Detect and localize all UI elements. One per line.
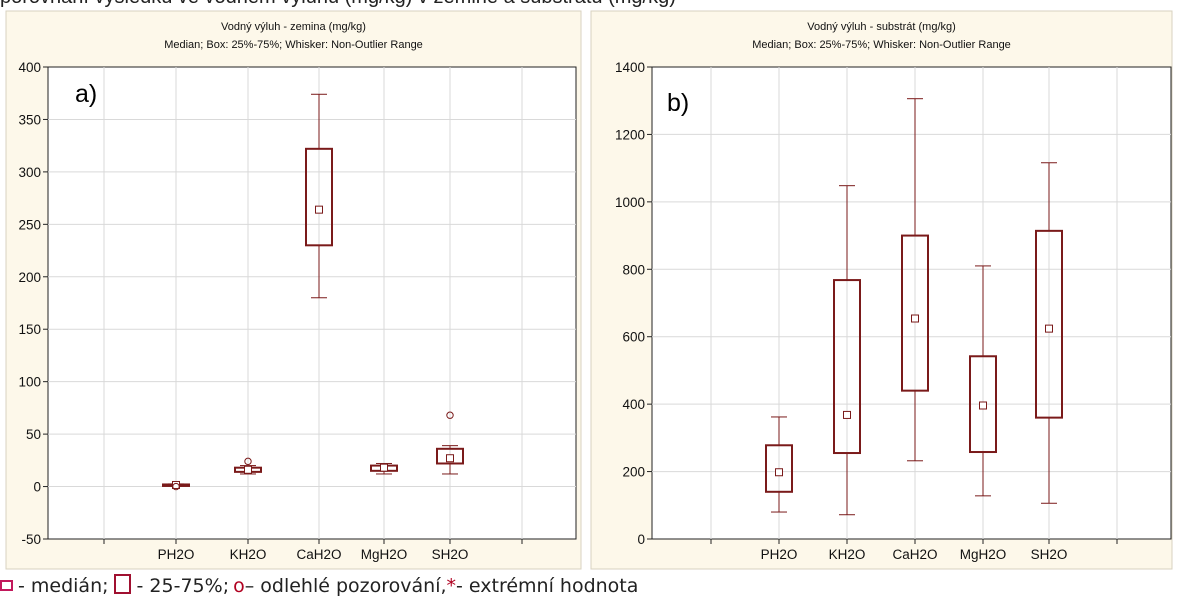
iqr-box — [901, 234, 929, 392]
chart-panel-b: Vodný výluh - substrát (mg/kg) Median; Bo… — [590, 10, 1173, 570]
outlier-point — [446, 411, 454, 419]
x-category-label: SH2O — [432, 547, 469, 562]
cropped-caption: porovnání výsledků ve vodném výluhu (mg/… — [0, 0, 1178, 10]
median-marker — [244, 465, 252, 474]
median-marker — [843, 410, 851, 419]
legend-footnote: - medián; - 25-75%; o – odlehlé pozorová… — [0, 574, 639, 597]
x-category-label: KH2O — [829, 547, 866, 562]
extreme-symbol: * — [446, 575, 457, 597]
y-tick-label: 0 — [637, 532, 645, 547]
panel-label: b) — [667, 89, 689, 117]
box-SH2O — [436, 411, 464, 475]
iqr-box — [436, 447, 464, 465]
outlier-point — [172, 482, 180, 491]
chart-title: Vodný výluh - zemina (mg/kg) — [221, 21, 366, 33]
median-marker-icon — [0, 579, 13, 591]
median-marker — [911, 314, 919, 323]
y-tick-label: 50 — [26, 427, 41, 442]
y-tick-label: 200 — [622, 465, 645, 480]
cropped-caption-text: porovnání výsledků ve vodném výluhu (mg/… — [0, 0, 676, 9]
median-marker — [315, 205, 323, 214]
x-category-label: MgH2O — [960, 547, 1007, 562]
median-marker — [446, 454, 454, 463]
box-SH2O — [1035, 162, 1063, 504]
y-tick-label: 1400 — [615, 60, 645, 75]
legend-outlier-text: – odlehlé pozorování, — [244, 575, 447, 597]
legend-box-text: - 25-75%; — [136, 575, 230, 597]
median-marker — [380, 463, 388, 472]
boxplot-figure: Vodný výluh - zemina (mg/kg) Median; Box:… — [5, 10, 1173, 570]
x-category-label: MgH2O — [361, 547, 408, 562]
outlier-symbol: o — [233, 575, 245, 597]
chart-title: Vodný výluh - substrát (mg/kg) — [807, 21, 956, 33]
plot-area — [47, 66, 577, 540]
y-tick-label: 200 — [18, 270, 41, 285]
box-PH2O — [162, 480, 190, 491]
x-category-label: PH2O — [158, 547, 195, 562]
x-category-label: PH2O — [761, 547, 798, 562]
box-CaH2O — [901, 98, 929, 462]
y-tick-label: 400 — [622, 397, 645, 412]
box-MgH2O — [370, 462, 398, 475]
median-marker — [775, 468, 783, 477]
median-marker — [979, 401, 987, 410]
box-PH2O — [765, 416, 793, 513]
box-CaH2O — [305, 93, 333, 299]
y-tick-label: 400 — [18, 60, 41, 75]
median-marker — [1045, 324, 1053, 333]
box-MgH2O — [969, 265, 997, 497]
y-tick-label: 300 — [18, 165, 41, 180]
chart-subtitle: Median; Box: 25%-75%; Whisker: Non-Outli… — [752, 39, 1011, 51]
y-tick-label: 600 — [622, 330, 645, 345]
box-KH2O — [234, 457, 262, 475]
chart-subtitle: Median; Box: 25%-75%; Whisker: Non-Outli… — [164, 39, 423, 51]
y-tick-label: 150 — [18, 322, 41, 337]
y-tick-label: 1000 — [615, 195, 645, 210]
x-category-label: CaH2O — [296, 547, 341, 562]
x-category-label: KH2O — [230, 547, 267, 562]
outlier-point — [244, 457, 252, 466]
iqr-box — [969, 355, 997, 454]
legend-median-text: - medián; — [18, 575, 109, 597]
legend-extreme-text: - extrémní hodnota — [456, 575, 639, 597]
box-marker-icon — [113, 574, 131, 594]
y-tick-label: -50 — [21, 532, 41, 547]
box-KH2O — [833, 185, 861, 516]
y-tick-label: 1200 — [615, 127, 645, 142]
y-tick-label: 250 — [18, 217, 41, 232]
y-tick-label: 0 — [33, 480, 41, 495]
panel-label: a) — [75, 80, 97, 108]
plot-area — [651, 66, 1172, 540]
y-tick-label: 100 — [18, 375, 41, 390]
iqr-box — [1035, 229, 1063, 419]
iqr-box — [765, 444, 793, 493]
y-tick-label: 350 — [18, 112, 41, 127]
y-tick-label: 800 — [622, 262, 645, 277]
x-category-label: CaH2O — [892, 547, 937, 562]
x-category-label: SH2O — [1031, 547, 1068, 562]
median-marker — [172, 480, 180, 489]
iqr-box — [305, 147, 333, 247]
iqr-box — [833, 279, 861, 455]
chart-panel-a: Vodný výluh - zemina (mg/kg) Median; Box:… — [5, 10, 582, 570]
